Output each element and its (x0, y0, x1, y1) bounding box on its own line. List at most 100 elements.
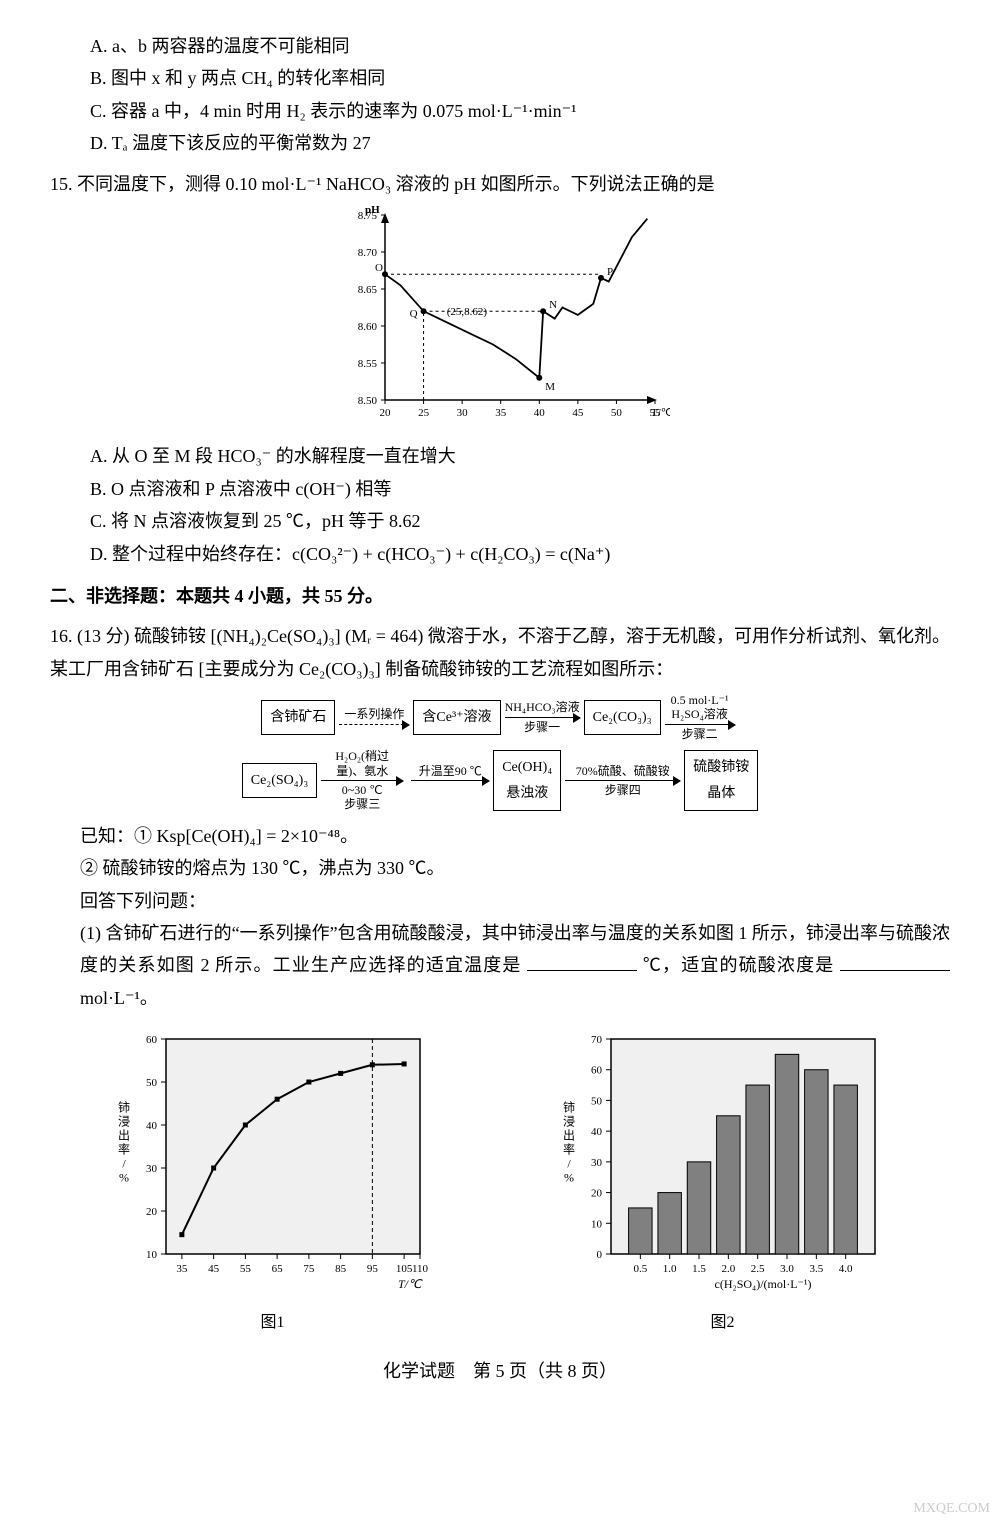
svg-text:95: 95 (366, 1263, 378, 1275)
flow-box-product-top: 硫酸铈铵 (693, 755, 749, 780)
flow-box-ceoh4-bot: 悬浊液 (502, 781, 552, 806)
svg-text:O: O (375, 262, 383, 274)
flow-box-ceso4: Ce₂(SO₄)₃ (242, 763, 317, 798)
q16-known1: ① Ksp[Ce(OH)₄] = 2×10⁻⁴⁸。 (134, 826, 358, 846)
flow2-a3-b: 步骤四 (605, 783, 641, 797)
arrow-icon (411, 780, 489, 781)
svg-text:105: 105 (395, 1263, 412, 1275)
q15-ph-chart: 20253035404550558.508.558.608.658.708.75… (330, 200, 670, 430)
q16-sub1: (1) 含铈矿石进行的“一系列操作”包含用硫酸酸浸，其中铈浸出率与温度的关系如图… (80, 917, 950, 1014)
arrow-icon (339, 724, 409, 725)
svg-text:20: 20 (380, 407, 392, 419)
q15-option-C: C. 将 N 点溶液恢复到 25 ℃，pH 等于 8.62 (90, 505, 950, 537)
svg-text:50: 50 (591, 1096, 603, 1108)
svg-text:35: 35 (495, 407, 507, 419)
svg-text:N: N (549, 299, 557, 311)
svg-text:45: 45 (572, 407, 584, 419)
fig2-caption: 图2 (553, 1309, 893, 1338)
svg-text:8.60: 8.60 (358, 321, 378, 333)
svg-text:1.0: 1.0 (662, 1263, 676, 1275)
arrow-icon (505, 717, 580, 718)
q16-sub1b: ℃，适宜的硫酸浓度是 (643, 955, 835, 975)
arrow-icon (665, 724, 735, 725)
q14-option-D: D. Tₐ 温度下该反应的平衡常数为 27 (90, 127, 950, 159)
flow2-a3-t: 70%硫酸、硫酸铵 (576, 764, 670, 778)
blank-temperature[interactable] (527, 952, 637, 971)
flow-a2-bot: 步骤一 (524, 720, 560, 734)
flow-box-ore: 含铈矿石 (261, 700, 335, 735)
svg-text:(25,8.62): (25,8.62) (447, 306, 488, 318)
svg-text:T/℃: T/℃ (398, 1277, 423, 1291)
flow2-a1-t1: H₂O₂(稍过 (335, 749, 389, 763)
page-footer: 化学试题 第 5 页（共 8 页） (50, 1355, 950, 1387)
flow-a3-top1: 0.5 mol·L⁻¹ (671, 693, 729, 707)
svg-text:8.65: 8.65 (358, 284, 378, 296)
flow-a1-top: 一系列操作 (344, 707, 404, 721)
svg-text:pH: pH (365, 204, 380, 216)
q16-chart1: 35 45 55 65 75 85 95 105110 10 20 30 40 50 60 T/℃ 铈浸出率/… (108, 1024, 438, 1294)
svg-text:25: 25 (418, 407, 430, 419)
svg-text:40: 40 (146, 1120, 158, 1132)
flow2-a1-b1: 0~30 ℃ (342, 783, 383, 797)
q16-sub1c: mol·L⁻¹。 (80, 988, 158, 1008)
svg-text:铈浸出率/%: 铈浸出率/% (562, 1100, 574, 1185)
q16-stem: 16. (13 分) 硫酸铈铵 [(NH₄)₂Ce(SO₄)₃] (Mᵣ = 4… (50, 620, 950, 685)
svg-text:50: 50 (146, 1077, 158, 1089)
q16-known: 已知：① Ksp[Ce(OH)₄] = 2×10⁻⁴⁸。 (80, 820, 950, 852)
flow2-a1-b2: 步骤三 (344, 797, 380, 811)
watermark: MXQE.COM (913, 1496, 990, 1521)
flow-box-ce3: 含Ce³⁺溶液 (413, 700, 500, 735)
flow-a3-bot: 步骤二 (682, 727, 718, 741)
svg-text:35: 35 (176, 1263, 188, 1275)
svg-text:65: 65 (271, 1263, 283, 1275)
svg-text:55: 55 (239, 1263, 251, 1275)
q15-option-B: B. O 点溶液和 P 点溶液中 c(OH⁻) 相等 (90, 473, 950, 505)
blank-concentration[interactable] (840, 952, 950, 971)
q14-option-B: B. 图中 x 和 y 两点 CH₄ 的转化率相同 (90, 62, 950, 94)
svg-text:0: 0 (596, 1249, 602, 1261)
flow-box-ceoh4: Ce(OH)₄ 悬浊液 (493, 750, 561, 810)
svg-text:40: 40 (534, 407, 546, 419)
flow-a2-top: NH₄HCO₃溶液 (505, 700, 580, 714)
q14-option-A: A. a、b 两容器的温度不可能相同 (90, 30, 950, 62)
svg-text:60: 60 (591, 1065, 603, 1077)
svg-text:30: 30 (591, 1157, 603, 1169)
svg-text:30: 30 (146, 1163, 158, 1175)
svg-text:Q: Q (410, 308, 418, 320)
svg-text:M: M (545, 381, 555, 393)
svg-text:2.5: 2.5 (750, 1263, 764, 1275)
svg-text:8.50: 8.50 (358, 395, 378, 407)
q16-chart2: 0102030405060700.51.01.52.02.53.03.54.0c… (553, 1024, 893, 1294)
svg-text:50: 50 (611, 407, 623, 419)
flow-a3-top2: H₂SO₄溶液 (671, 707, 727, 721)
q15-stem: 15. 不同温度下，测得 0.10 mol·L⁻¹ NaHCO₃ 溶液的 pH … (50, 168, 950, 200)
svg-text:铈浸出率/%: 铈浸出率/% (117, 1100, 129, 1185)
svg-text:20: 20 (591, 1188, 603, 1200)
section2-title: 二、非选择题：本题共 4 小题，共 55 分。 (50, 580, 950, 612)
svg-text:110: 110 (411, 1263, 428, 1275)
svg-text:40: 40 (591, 1126, 603, 1138)
svg-text:0.5: 0.5 (633, 1263, 647, 1275)
svg-text:75: 75 (303, 1263, 315, 1275)
flow-box-product-bot: 晶体 (693, 781, 749, 806)
flow2-a1-t2: 量)、氨水 (336, 764, 388, 778)
svg-text:20: 20 (146, 1206, 158, 1218)
svg-text:1.5: 1.5 (692, 1263, 706, 1275)
svg-text:10: 10 (146, 1249, 158, 1261)
svg-text:2.0: 2.0 (721, 1263, 735, 1275)
flow2-a2-t: 升温至90 ℃ (419, 764, 482, 778)
q16-known2: ② 硫酸铈铵的熔点为 130 ℃，沸点为 330 ℃。 (80, 852, 950, 884)
svg-text:c(H₂SO₄)/(mol·L⁻¹): c(H₂SO₄)/(mol·L⁻¹) (714, 1277, 811, 1291)
svg-text:60: 60 (146, 1034, 158, 1046)
svg-text:3.0: 3.0 (780, 1263, 794, 1275)
svg-text:T/℃: T/℃ (651, 407, 670, 419)
svg-text:85: 85 (335, 1263, 347, 1275)
svg-text:3.5: 3.5 (809, 1263, 823, 1275)
svg-text:10: 10 (591, 1218, 603, 1230)
svg-text:8.55: 8.55 (358, 358, 378, 370)
svg-text:4.0: 4.0 (838, 1263, 852, 1275)
flow-row1: 含铈矿石 一系列操作 含Ce³⁺溶液 NH₄HCO₃溶液 步骤一 Ce₂(CO₃… (50, 693, 950, 741)
q15-option-A: A. 从 O 至 M 段 HCO₃⁻ 的水解程度一直在增大 (90, 440, 950, 472)
flow-row2: Ce₂(SO₄)₃ H₂O₂(稍过 量)、氨水 0~30 ℃ 步骤三 升温至90… (50, 749, 950, 812)
svg-text:45: 45 (208, 1263, 220, 1275)
